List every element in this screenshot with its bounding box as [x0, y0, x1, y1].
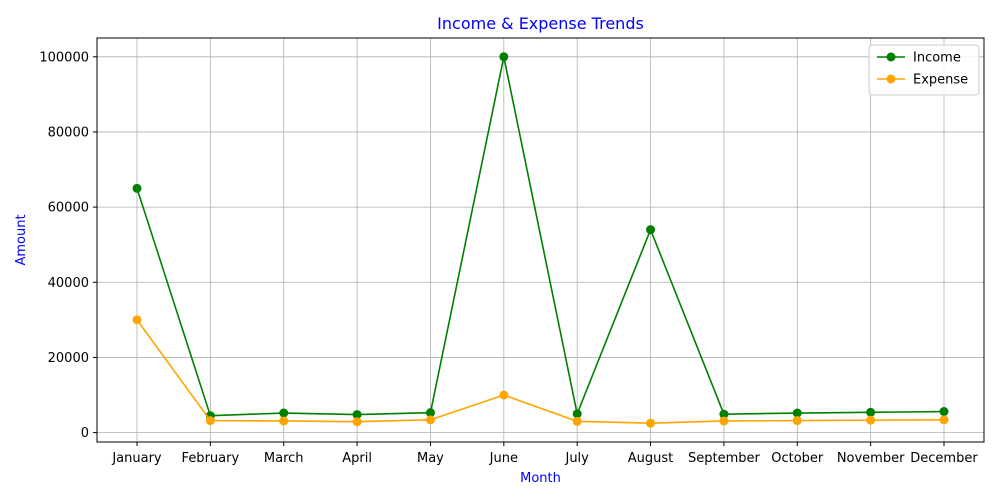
x-tick-label: July [564, 451, 589, 466]
x-tick-label: September [688, 451, 761, 466]
axis-ticks: January February March April May June July Augu… [39, 50, 978, 466]
income-series [132, 52, 949, 421]
expense-point [132, 315, 142, 325]
income-point [646, 225, 656, 235]
legend-swatch-marker [886, 52, 896, 62]
expense-point [866, 415, 876, 425]
x-tick-label: May [417, 451, 444, 466]
x-tick-label: December [910, 451, 978, 466]
expense-point [792, 416, 802, 426]
chart-title: Income & Expense Trends [437, 14, 644, 33]
y-tick-label: 100000 [39, 50, 89, 65]
x-tick-label: February [182, 451, 240, 466]
income-point [425, 408, 435, 418]
expense-point [719, 416, 729, 426]
legend-items: Income Expense [877, 51, 968, 88]
y-tick-label: 60000 [48, 201, 89, 216]
x-tick-label: April [342, 451, 372, 466]
expense-point [205, 416, 215, 426]
expense-point [939, 415, 949, 425]
income-point [719, 409, 729, 419]
y-tick-label: 0 [81, 426, 89, 441]
x-tick-label: January [111, 451, 162, 466]
income-point [572, 409, 582, 419]
income-point [792, 408, 802, 418]
legend-item-income: Income [877, 51, 961, 66]
x-tick-label: August [628, 451, 674, 466]
expense-point [425, 415, 435, 425]
expense-line [136, 319, 945, 425]
income-line [136, 55, 945, 417]
income-point [499, 52, 509, 62]
legend-item-expense: Expense [877, 73, 968, 88]
y-tick-label: 20000 [48, 351, 89, 366]
x-tick-label: March [264, 451, 304, 466]
income-point [939, 407, 949, 417]
income-point [132, 183, 142, 193]
income-point [866, 407, 876, 417]
y-tick-label: 40000 [48, 276, 89, 291]
expense-point [279, 416, 289, 426]
expense-series [132, 315, 949, 428]
expense-point [646, 418, 656, 428]
income-point [352, 410, 362, 420]
legend: Income Expense [868, 44, 980, 96]
income-point [279, 408, 289, 418]
x-tick-label: November [837, 451, 905, 466]
expense-point [352, 417, 362, 427]
legend-label: Income [913, 51, 961, 66]
grid [97, 38, 984, 442]
y-tick-label: 80000 [48, 125, 89, 140]
expense-point [572, 416, 582, 426]
legend-swatch-marker [886, 74, 896, 84]
series-lines [132, 52, 949, 428]
plot-area-frame [96, 37, 985, 443]
expense-point [499, 390, 509, 400]
y-axis-label: Amount [14, 214, 29, 265]
x-tick-label: June [489, 451, 518, 466]
legend-label: Expense [913, 73, 968, 88]
x-tick-label: October [771, 451, 824, 466]
x-axis-label: Month [520, 471, 561, 486]
